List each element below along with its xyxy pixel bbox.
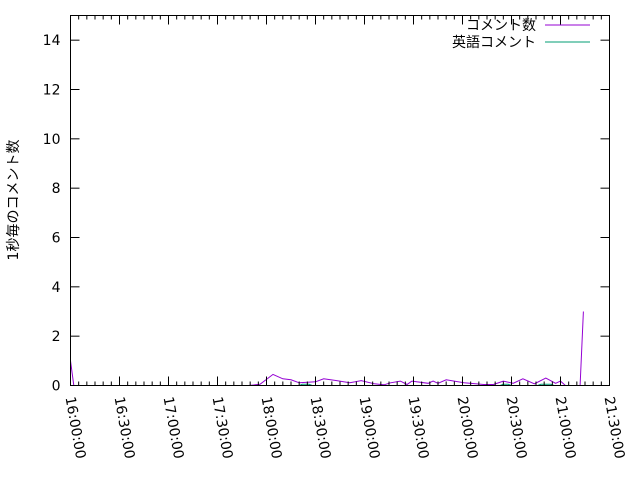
- legend-label: 英語コメント: [452, 34, 536, 51]
- y-tick-label: 4: [52, 280, 61, 296]
- x-tick-label: 17:00:00: [160, 395, 187, 460]
- legend-label: コメント数: [466, 18, 536, 34]
- series-line-1: [70, 383, 584, 386]
- y-tick-label: 6: [52, 231, 61, 247]
- y-tick-label: 12: [43, 83, 61, 99]
- x-tick-label: 17:30:00: [209, 395, 236, 460]
- x-tick-label: 21:00:00: [552, 395, 579, 460]
- plot-border: [70, 15, 610, 386]
- x-tick-label: 19:00:00: [356, 395, 383, 460]
- x-tick-label: 16:30:00: [111, 395, 138, 460]
- y-tick-label: 10: [43, 132, 61, 148]
- x-tick-label: 18:00:00: [258, 395, 285, 460]
- x-tick-label: 21:30:00: [601, 395, 628, 460]
- x-tick-label: 19:30:00: [405, 395, 432, 460]
- y-tick-label: 8: [52, 181, 61, 197]
- x-tick-label: 20:30:00: [503, 395, 530, 460]
- y-axis-label: 1秒毎のコメント数: [6, 140, 22, 261]
- series-layer: [70, 311, 584, 386]
- x-tick-label: 16:00:00: [62, 395, 89, 460]
- y-tick-label: 0: [52, 379, 61, 395]
- y-tick-label: 2: [52, 329, 61, 345]
- y-tick-label: 14: [43, 33, 61, 49]
- x-tick-label: 18:30:00: [307, 395, 334, 460]
- series-line-0: [70, 311, 584, 386]
- x-tick-label: 20:00:00: [454, 395, 481, 460]
- ticks: 0 2 4 6 8 10 12 14 16:00:00 16:30:00 17:00:00 17:30…: [43, 15, 628, 460]
